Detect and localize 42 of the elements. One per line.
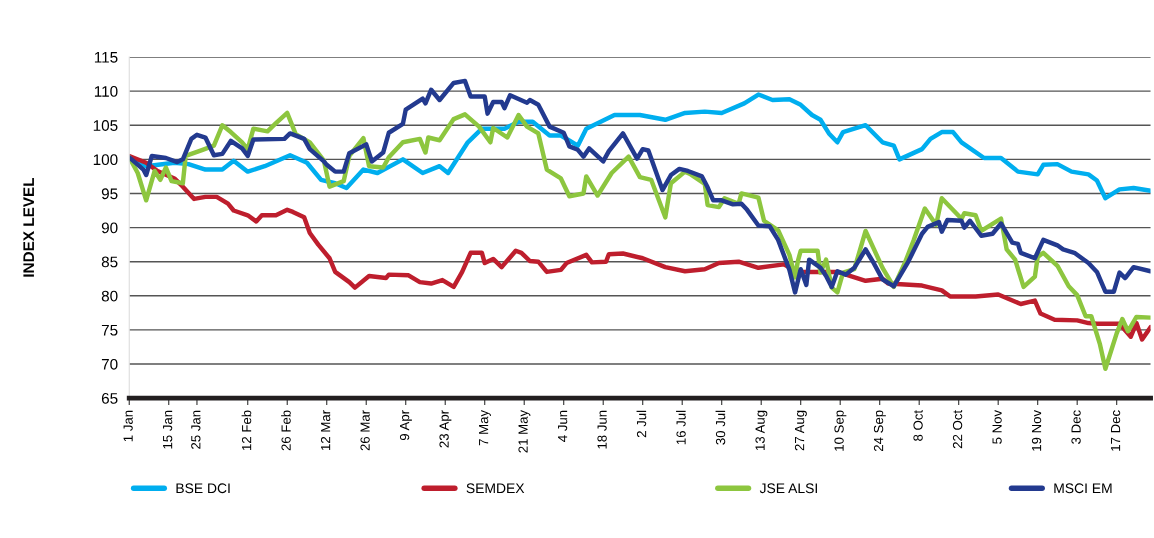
y-tick-label: 85 <box>101 256 118 268</box>
x-tick-label: 12 Feb <box>241 410 252 450</box>
x-tick-label: 17 Dec <box>1111 410 1121 451</box>
x-tick-label: 7 May <box>479 409 491 446</box>
y-tick-label: 90 <box>101 222 118 234</box>
x-tick-label: 21 May <box>518 409 531 453</box>
x-tick-label: 4 Jun <box>558 410 568 442</box>
x-tick-label: 19 Nov <box>1031 409 1042 451</box>
x-tick-label: 8 Oct <box>913 410 923 441</box>
x-tick-label: 23 Apr <box>439 410 452 448</box>
x-tick-label: 3 Dec <box>1071 410 1081 444</box>
y-tick-label: 80 <box>101 290 118 302</box>
x-tick-label: 24 Sep <box>873 410 886 452</box>
y-tick-label: 95 <box>101 188 118 200</box>
x-tick-label: 25 Jan <box>191 410 201 449</box>
legend-label: BSE DCI <box>176 483 230 494</box>
x-tick-label: 18 Jun <box>597 410 607 449</box>
x-tick-label: 13 Aug <box>755 410 768 451</box>
y-tick-label: 115 <box>94 52 118 63</box>
x-tick-label: 22 Oct <box>952 410 963 449</box>
x-tick-label: 9 Apr <box>399 410 412 441</box>
x-tick-label: 10 Sep <box>834 410 847 451</box>
x-tick-label: 30 Jul <box>715 410 726 445</box>
legend-label: MSCI EM <box>1054 483 1112 494</box>
y-tick-label: 105 <box>93 120 118 131</box>
y-axis-title: INDEX LEVEL <box>23 177 34 277</box>
x-tick-label: 1 Jan <box>123 410 133 442</box>
y-tick-label: 70 <box>101 358 118 370</box>
x-tick-label: 15 Jan <box>163 410 173 449</box>
y-tick-label: 100 <box>93 154 118 166</box>
legend-label: JSE ALSI <box>759 483 817 494</box>
x-tick-label: 26 Feb <box>281 410 291 451</box>
y-tick-label: 110 <box>94 86 118 97</box>
x-tick-label: 5 Nov <box>992 409 1002 444</box>
x-tick-label: 26 Mar <box>360 410 370 451</box>
y-tick-label: 65 <box>101 392 118 404</box>
x-tick-label: 12 Mar <box>320 410 331 450</box>
x-tick-label: 16 Jul <box>676 410 686 445</box>
x-tick-label: 2 Jul <box>636 410 647 438</box>
y-tick-label: 75 <box>101 324 118 336</box>
x-tick-label: 27 Aug <box>794 410 807 451</box>
legend-label: SEMDEX <box>466 483 525 494</box>
